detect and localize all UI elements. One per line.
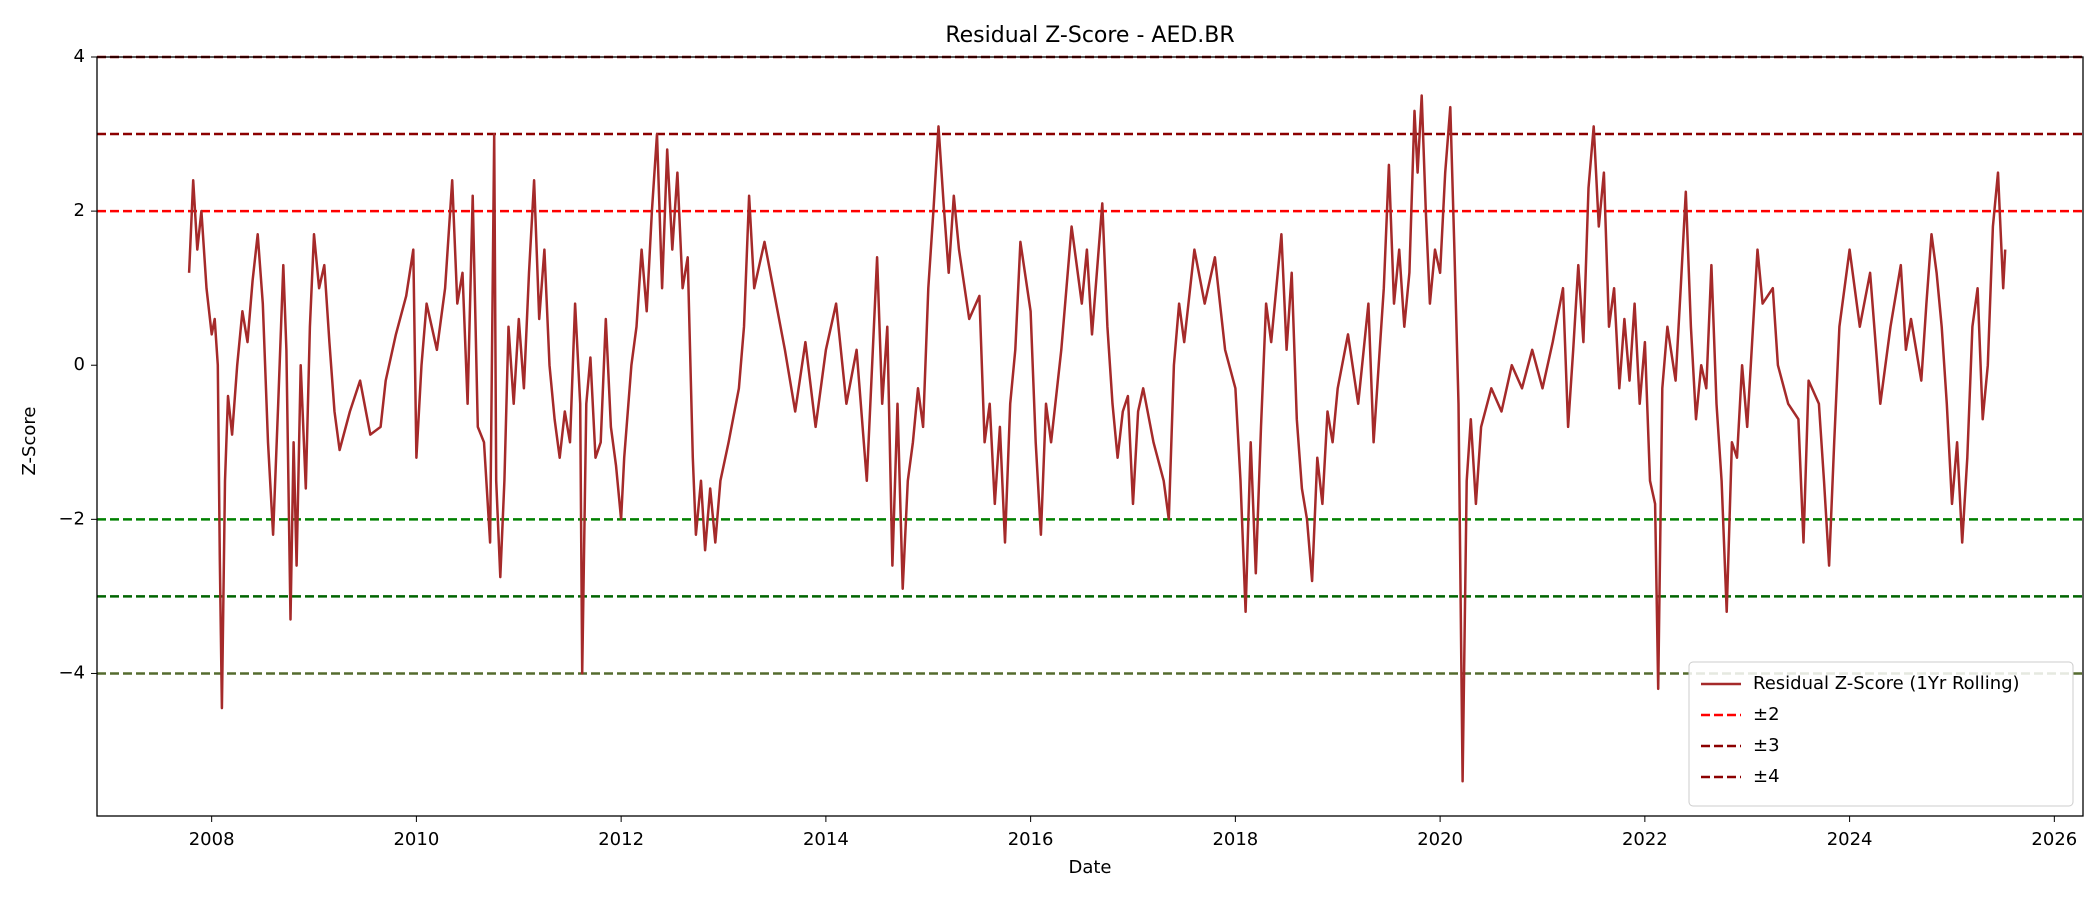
x-tick-label: 2012 xyxy=(598,829,644,850)
legend-label: ±3 xyxy=(1753,735,1780,756)
y-tick-label: −2 xyxy=(58,508,85,529)
y-tick-label: 2 xyxy=(74,200,85,221)
x-tick-label: 2018 xyxy=(1212,829,1258,850)
x-tick-label: 2022 xyxy=(1622,829,1668,850)
series-line xyxy=(187,94,2007,783)
x-tick-label: 2010 xyxy=(393,829,439,850)
legend-label: ±4 xyxy=(1753,766,1780,787)
x-tick-label: 2008 xyxy=(189,829,235,850)
y-tick-label: 4 xyxy=(74,46,85,67)
x-tick-label: 2026 xyxy=(2031,829,2077,850)
legend-label: ±2 xyxy=(1753,704,1780,725)
plot-frame xyxy=(96,56,2084,817)
y-tick-label: 0 xyxy=(74,354,85,375)
x-tick-label: 2016 xyxy=(1008,829,1054,850)
y-axis-label: Z-Score xyxy=(19,407,40,476)
y-tick-label: −4 xyxy=(58,662,85,683)
x-tick-label: 2024 xyxy=(1827,829,1873,850)
x-tick-label: 2014 xyxy=(803,829,849,850)
legend-box xyxy=(1688,661,2074,807)
legend-label: Residual Z-Score (1Yr Rolling) xyxy=(1753,673,2020,694)
x-tick-label: 2020 xyxy=(1417,829,1463,850)
chart-title: Residual Z-Score - AED.BR xyxy=(945,23,1234,48)
x-axis-label: Date xyxy=(1068,857,1111,878)
